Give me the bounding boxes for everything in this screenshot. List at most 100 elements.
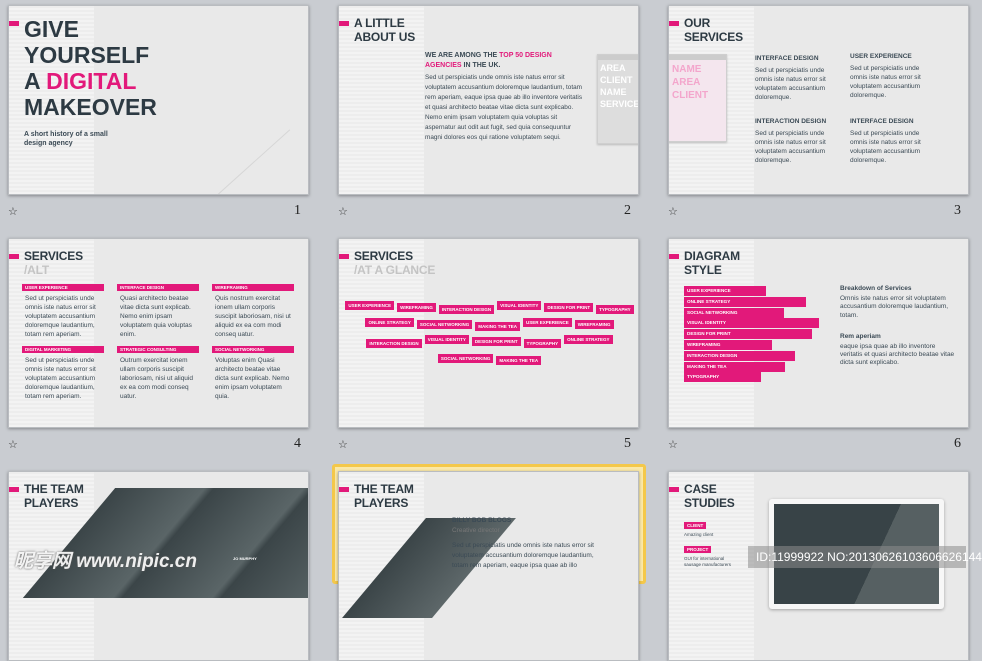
slide-thumbnail-4[interactable]: SERVICES/ALT USER EXPERIENCE Sed ut perspi…	[8, 238, 309, 428]
service-item: USER EXPERIENCE Sed ut perspiciatis unde …	[850, 52, 930, 100]
service-tag: INTERACTION DESIGN	[438, 305, 495, 314]
slide-thumbnail-8[interactable]: THE TEAM PLAYERS BILLY BOB BLOGS Creative …	[338, 471, 639, 661]
slide-element: Breakdown of Services Omnis iste natus er…	[840, 284, 955, 368]
slide-element: INTERFACE DESIGN	[850, 118, 914, 125]
slide-title: THE TEAM PLAYERS	[24, 482, 84, 510]
service-item: INTERFACE DESIGN Sed ut perspiciatis unde…	[850, 117, 930, 165]
slide-element: Sed ut perspiciatis unde omnis iste natu…	[755, 130, 826, 164]
slide-thumbnail-3[interactable]: OUR SERVICES NAME AREA CLIENT INTERFACE DES…	[668, 5, 969, 195]
slide-title: OUR SERVICES	[684, 16, 743, 44]
service-tag: SOCIAL NETWORKING	[416, 320, 473, 329]
slide-number: 2	[624, 203, 631, 218]
slide-thumbnail-2[interactable]: A LITTLE ABOUT US WE ARE AMONG THE TOP 50…	[338, 5, 639, 195]
slide-element: Rem aperiam	[840, 332, 881, 340]
subtitle: A short history of a small design agency	[24, 131, 108, 147]
service-item: STRATEGIC CONSULTING Outrum exercitat ion…	[117, 346, 199, 401]
accent-bar	[339, 21, 349, 26]
slide-element: /AT A GLANCE	[354, 263, 436, 277]
slide-element: eaque ipsa quae ab illo inventore verita…	[840, 342, 955, 367]
browser-mockup: AREA CLIENT NAME SERVICE	[597, 54, 638, 144]
service-tag: MAKING THE TEA	[496, 356, 542, 365]
slide-element: TOP 50 DESIGN AGENCIES	[425, 52, 552, 69]
title-line: PLAYERS	[354, 496, 409, 510]
slide-number: 1	[294, 203, 301, 218]
slide-element: SOCIAL NETWORKING	[212, 346, 294, 353]
slide-element	[9, 239, 94, 427]
slide-element: Sed ut perspiciatis unde omnis iste natu…	[755, 67, 826, 101]
slide-number: 5	[624, 436, 631, 451]
title-line: SERVICES	[684, 30, 743, 44]
slide-element: Omnis iste natus error sit voluptatem ac…	[840, 295, 949, 319]
slide-element	[339, 239, 424, 427]
diagram-bar: USER EXPERIENCE	[684, 286, 766, 296]
title-line: ABOUT US	[354, 30, 416, 44]
slide-thumbnail-1[interactable]: GIVE YOURSELF A DIGITAL MAKEOVER A short hi…	[8, 5, 309, 195]
service-item: SOCIAL NETWORKING Voluptas enim Quasi arc…	[212, 346, 294, 401]
watermark-id: ID:11999922 NO:20130626103606626144	[748, 546, 982, 568]
body-text: Sed ut perspiciatis unde omnis iste natu…	[425, 74, 583, 141]
service-tag: ONLINE STRATEGY	[365, 318, 414, 327]
slide-element: JO MURPHY	[233, 556, 257, 561]
slide-element	[339, 254, 349, 259]
slide-transition-icon[interactable]: ☆	[668, 206, 678, 218]
diagram-bar: INTERACTION DESIGN	[684, 350, 795, 361]
service-tag: DESIGN FOR PRINT	[471, 337, 521, 346]
diagram-bar: VISUAL IDENTITY	[684, 318, 819, 329]
slide-transition-icon[interactable]: ☆	[668, 439, 678, 451]
slide-element: WIREFRAMING	[212, 284, 294, 291]
slide-element: MAKEOVER	[24, 94, 157, 120]
slide-transition-icon[interactable]: ☆	[338, 439, 348, 451]
slide-element: DIGITAL MARKETING	[22, 346, 104, 353]
slide-thumbnail-6[interactable]: DIAGRAM STYLE USER EXPERIENCE ONLINE STRATE…	[668, 238, 969, 428]
slide-transition-icon[interactable]: ☆	[338, 206, 348, 218]
slide-element: STRATEGIC CONSULTING	[117, 346, 199, 353]
slide-element	[9, 254, 19, 259]
service-tag: USER EXPERIENCE	[523, 318, 572, 327]
watermark-logo: 昵享网 www.nipic.cn	[14, 551, 197, 572]
slide-element: Sed ut perspiciatis unde omnis iste natu…	[25, 357, 96, 400]
slide-element: WE ARE AMONG THE TOP 50 DESIGN AGENCIES …	[425, 51, 585, 71]
slide-element: Sed ut perspiciatis unde omnis iste natu…	[850, 65, 921, 99]
slide-element: Sed ut perspiciatis unde omnis iste natu…	[452, 542, 594, 570]
service-tag: WIREFRAMING	[397, 303, 436, 312]
slide-number: 4	[294, 436, 301, 451]
diagram-bar: ONLINE STRATEGY	[684, 296, 806, 307]
diagram-bar: MAKING THE TEA	[684, 361, 785, 372]
slide-element: INTERFACE DESIGN	[755, 55, 819, 62]
diagram-bar: SOCIAL NETWORKING	[684, 307, 784, 318]
slide-element: WE ARE AMONG THE TOP 50 DESIGN AGENCIES …	[425, 51, 585, 143]
slide-transition-icon[interactable]: ☆	[8, 439, 18, 451]
slide-element: Amazing client	[684, 532, 714, 537]
slide-element: GUI for international sausage manufactur…	[684, 556, 732, 567]
slide-element: Breakdown of Services	[840, 285, 912, 292]
slide-element: INTERACTION DESIGN	[755, 118, 827, 125]
slide-element: Voluptas enim Quasi architecto beatae vi…	[215, 357, 290, 400]
title-line: PLAYERS	[24, 496, 79, 510]
slide-element: Creative director	[452, 527, 500, 534]
service-item: INTERFACE DESIGN Sed ut perspiciatis unde…	[755, 54, 835, 102]
slide-title: A LITTLE ABOUT US	[354, 16, 415, 44]
slide-element: Sed ut perspiciatis unde omnis iste natu…	[25, 295, 96, 338]
accent-bar	[9, 487, 19, 492]
slide-element	[9, 21, 19, 26]
service-item: INTERFACE DESIGN Quasi architecto beatae …	[117, 284, 199, 339]
slide-element: INTERFACE DESIGN	[117, 284, 199, 291]
title-line: STUDIES	[684, 496, 735, 510]
accent-bar	[339, 487, 349, 492]
slide-thumbnail-5[interactable]: SERVICES/AT A GLANCE USER EXPERIENCE WIREF…	[338, 238, 639, 428]
slide-title: SERVICES/ALT	[24, 249, 83, 277]
service-tag: TYPOGRAPHY	[523, 339, 562, 348]
slide-number: 6	[954, 436, 961, 451]
service-item: INTERACTION DESIGN Sed ut perspiciatis un…	[755, 117, 835, 165]
service-tag-cloud: USER EXPERIENCE WIREFRAMING INTERACTION DE…	[343, 301, 636, 365]
slide-element: A	[24, 68, 47, 94]
slide-number: 3	[954, 203, 961, 218]
slide-element: NAME AREA CLIENT	[672, 64, 709, 101]
slide-element: IN THE UK.	[461, 62, 501, 69]
slide-transition-icon[interactable]: ☆	[8, 206, 18, 218]
service-tag: USER EXPERIENCE	[345, 301, 395, 310]
slide-element: PROJECT	[684, 546, 712, 553]
title-line: A LITTLE	[354, 16, 405, 30]
service-tag: MAKING THE TEA	[475, 322, 521, 331]
slide-element: Quis nostrum exercitat ionem ullam corpo…	[215, 295, 291, 338]
